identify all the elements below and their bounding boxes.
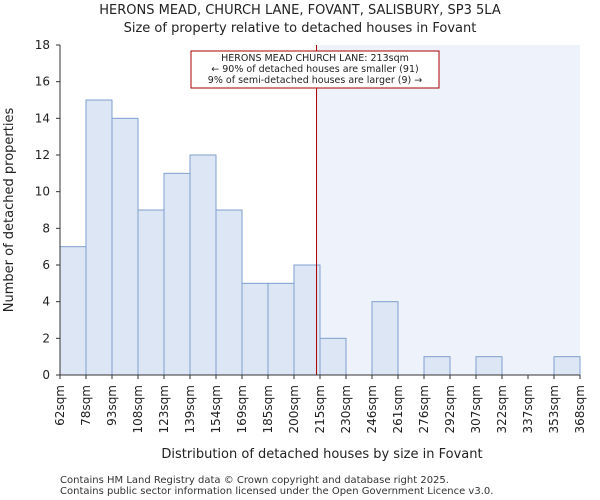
- bar-139sqm: [189, 154, 217, 376]
- x-tick-label-246sqm: 246sqm: [365, 385, 379, 433]
- bar-185sqm: [267, 282, 295, 376]
- bar-93sqm: [111, 117, 139, 376]
- annotation-box-frame: [190, 50, 440, 89]
- x-tick-label-322sqm: 322sqm: [495, 385, 509, 433]
- y-tick-label-16: 16: [35, 75, 50, 89]
- x-tick-label-78sqm: 78sqm: [79, 385, 93, 426]
- x-tick-label-93sqm: 93sqm: [105, 385, 119, 426]
- x-tick-label-353sqm: 353sqm: [547, 385, 561, 433]
- bar-307sqm: [475, 356, 503, 376]
- chart-title: HERONS MEAD, CHURCH LANE, FOVANT, SALISB…: [99, 3, 501, 18]
- x-tick-label-185sqm: 185sqm: [261, 385, 275, 433]
- annotation-line-2: ← 90% of detached houses are smaller (91…: [211, 64, 418, 75]
- x-tick-label-276sqm: 276sqm: [417, 385, 431, 433]
- x-tick-label-215sqm: 215sqm: [313, 385, 327, 433]
- annotation-box: HERONS MEAD CHURCH LANE: 213sqm ← 90% of…: [190, 50, 440, 89]
- y-tick-labels: 0 2 4 6 8 10 12 14 16 18: [35, 38, 50, 382]
- x-axis-label: Distribution of detached houses by size …: [161, 447, 482, 462]
- bar-200sqm: [293, 264, 321, 376]
- bar-246sqm: [371, 301, 399, 376]
- annotation-line-3: 9% of semi-detached houses are larger (9…: [208, 75, 422, 86]
- x-tick-label-200sqm: 200sqm: [287, 385, 301, 433]
- bar-353sqm: [553, 356, 581, 376]
- bars-group: [59, 99, 581, 376]
- x-tick-label-307sqm: 307sqm: [469, 385, 483, 433]
- chart-subtitle: Size of property relative to detached ho…: [124, 21, 477, 36]
- bar-62sqm: [59, 246, 87, 376]
- x-tick-label-62sqm: 62sqm: [53, 385, 67, 426]
- y-tick-label-4: 4: [42, 295, 50, 309]
- bar-215sqm: [319, 337, 347, 376]
- y-tick-label-12: 12: [35, 148, 50, 162]
- y-tick-label-18: 18: [35, 38, 50, 52]
- x-tick-label-169sqm: 169sqm: [235, 385, 249, 433]
- x-tick-label-139sqm: 139sqm: [183, 385, 197, 433]
- bar-169sqm: [241, 282, 269, 376]
- x-tick-label-337sqm: 337sqm: [521, 385, 535, 433]
- x-tick-labels: 62sqm 78sqm 93sqm 108sqm 123sqm 139sqm 154sqm 1…: [53, 385, 587, 433]
- axes-group: [56, 44, 581, 379]
- larger-than-subject-shade: [316, 45, 580, 375]
- x-tick-label-123sqm: 123sqm: [157, 385, 171, 433]
- y-tick-label-2: 2: [42, 331, 50, 345]
- y-tick-label-14: 14: [35, 111, 50, 125]
- y-tick-label-6: 6: [42, 258, 50, 272]
- bar-154sqm: [215, 209, 243, 376]
- bar-78sqm: [85, 99, 113, 376]
- bar-123sqm: [163, 172, 191, 376]
- bar-276sqm: [423, 356, 451, 376]
- y-tick-label-0: 0: [42, 368, 50, 382]
- footer-line-2: Contains public sector information licen…: [60, 486, 493, 497]
- y-tick-label-8: 8: [42, 221, 50, 235]
- x-tick-label-261sqm: 261sqm: [391, 385, 405, 433]
- x-tick-label-368sqm: 368sqm: [573, 385, 587, 433]
- y-axis-label: Number of detached properties: [2, 108, 17, 313]
- bar-108sqm: [137, 209, 165, 376]
- x-tick-label-154sqm: 154sqm: [209, 385, 223, 433]
- x-tick-label-292sqm: 292sqm: [443, 385, 457, 433]
- footer-line-1: Contains HM Land Registry data © Crown c…: [60, 475, 449, 486]
- annotation-line-1: HERONS MEAD CHURCH LANE: 213sqm: [221, 53, 409, 64]
- y-tick-label-10: 10: [35, 185, 50, 199]
- x-tick-label-230sqm: 230sqm: [339, 385, 353, 433]
- x-tick-label-108sqm: 108sqm: [131, 385, 145, 433]
